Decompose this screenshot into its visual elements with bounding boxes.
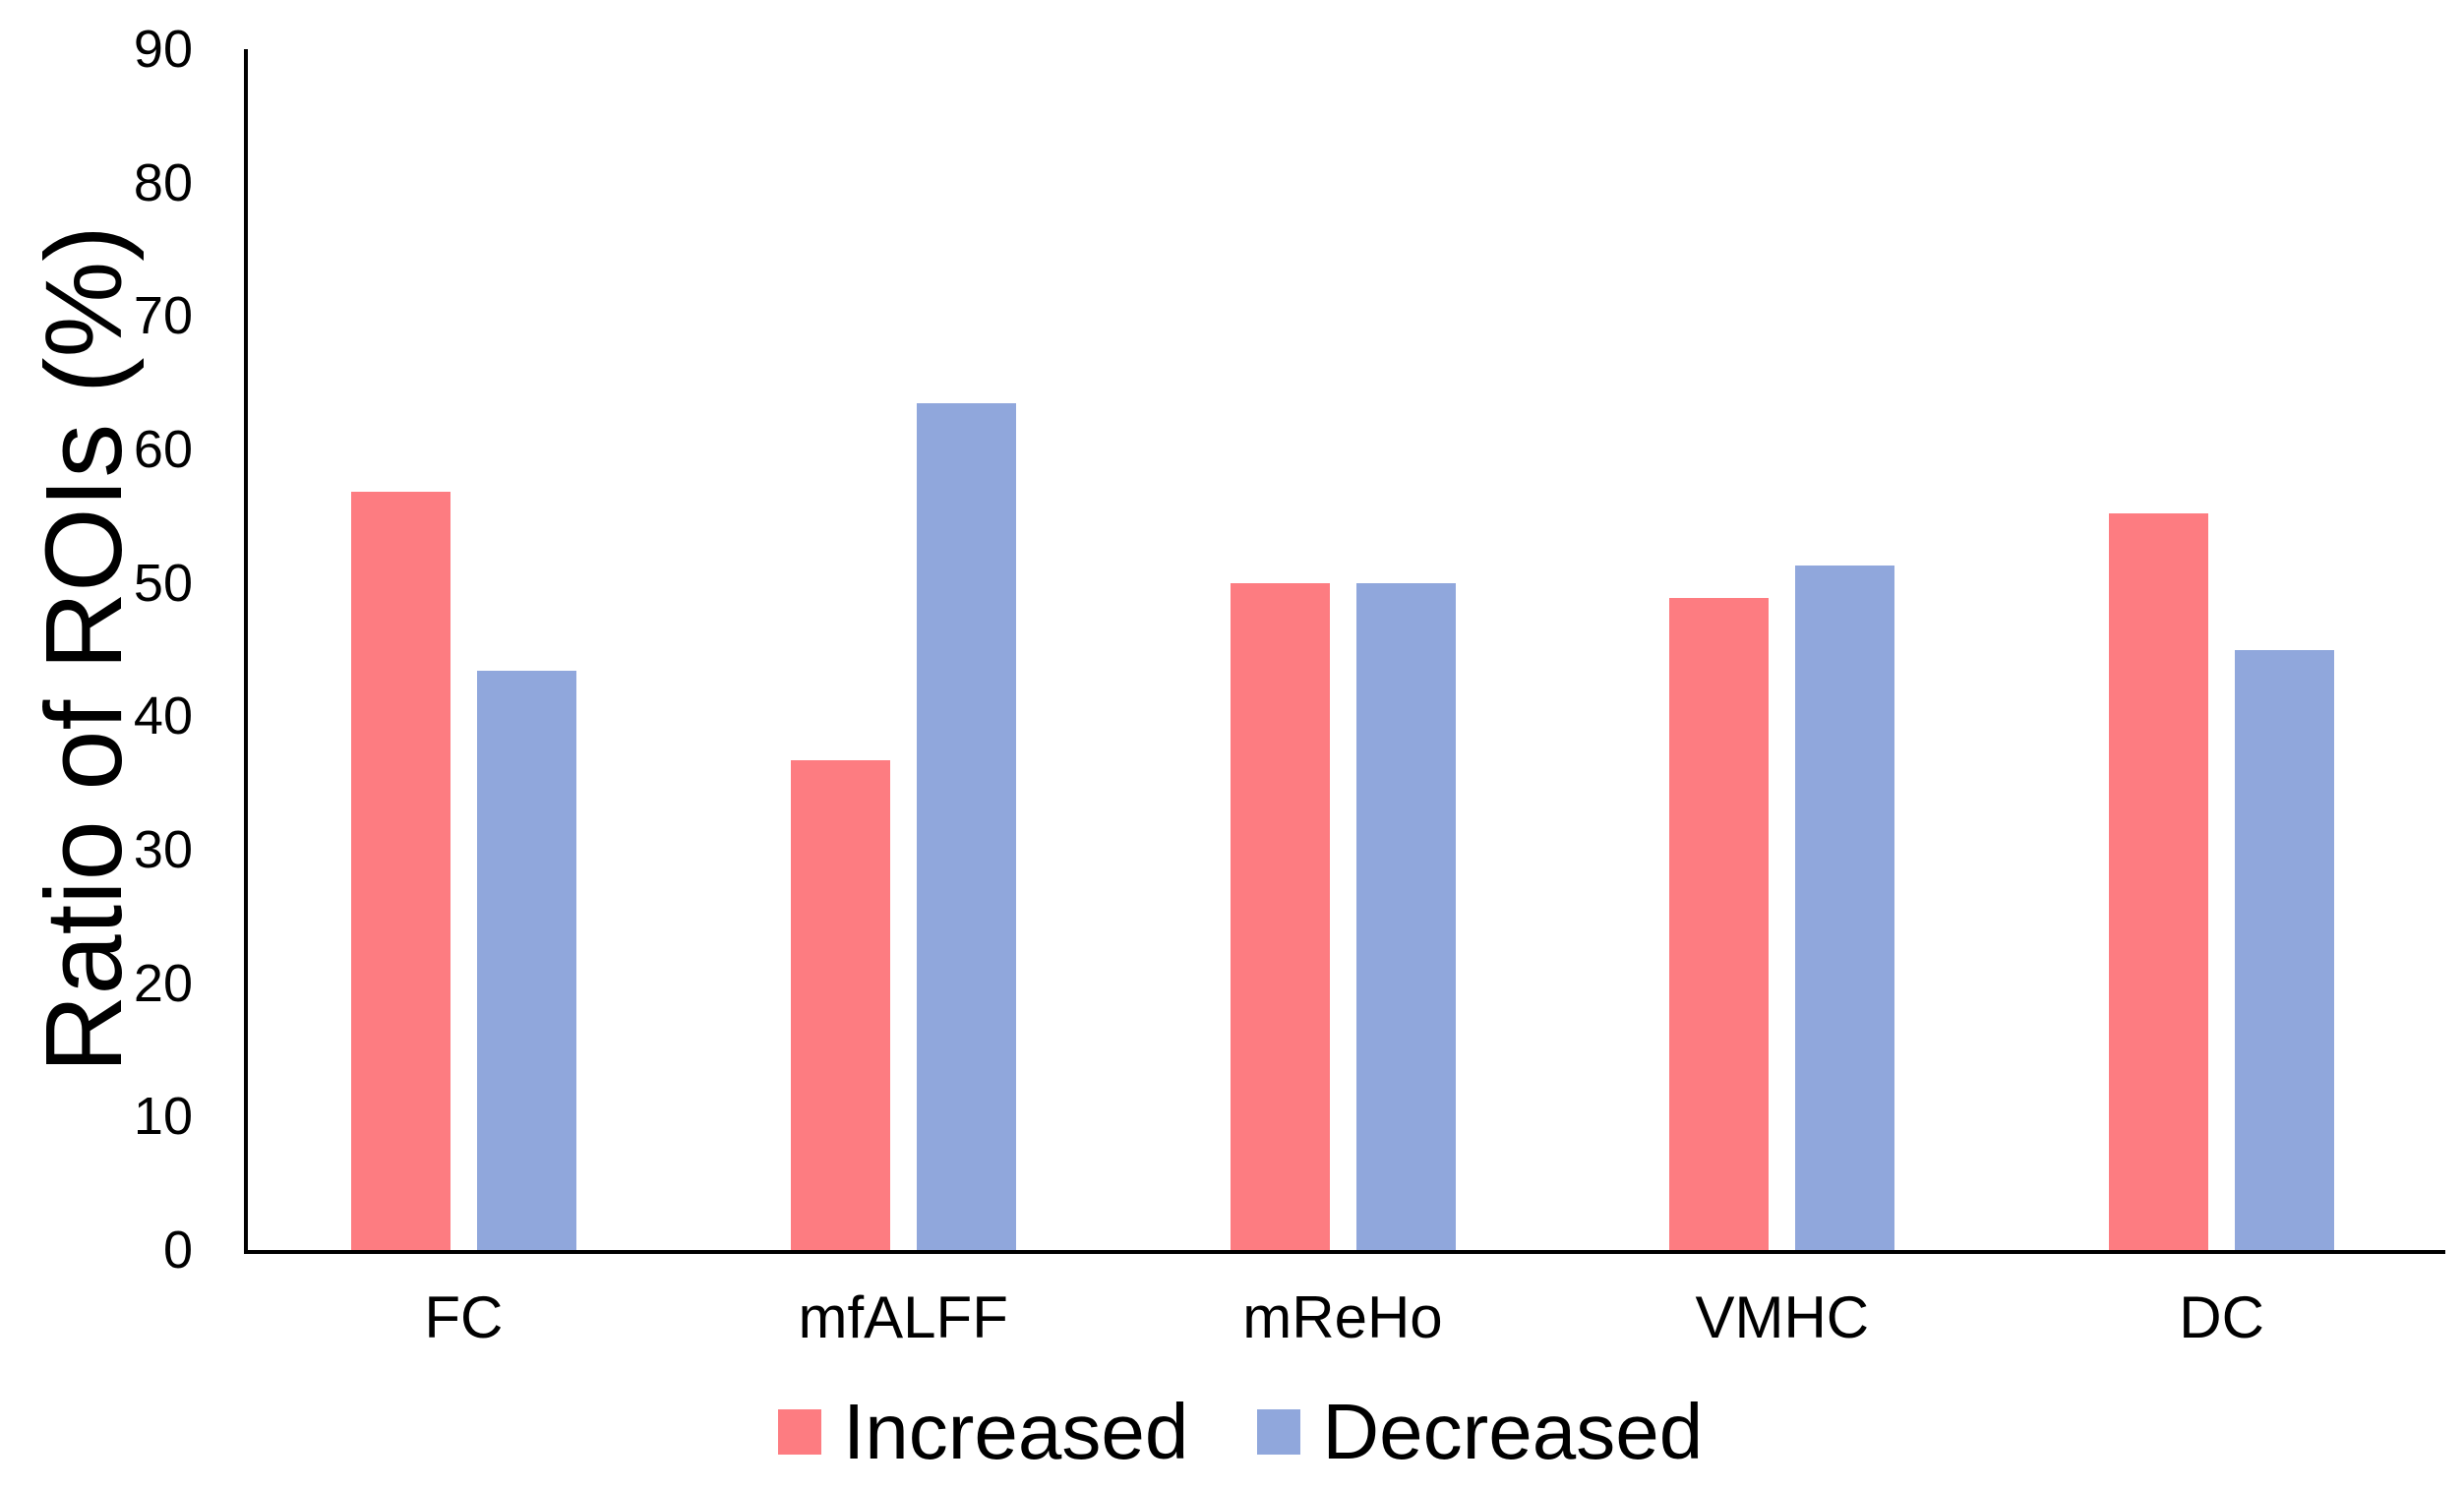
x-category-label-mfalff: mfALFF <box>798 1284 1008 1350</box>
legend-item-increased: Increased <box>778 1385 1188 1479</box>
x-category-label-mreho: mReHo <box>1242 1284 1443 1350</box>
y-tick-label: 90 <box>133 20 193 79</box>
x-category-label-dc: DC <box>2179 1284 2264 1350</box>
bar-decreased-mreho <box>1355 582 1456 1250</box>
bar-decreased-fc <box>476 671 576 1250</box>
legend-swatch-decreased <box>1257 1409 1301 1455</box>
bar-increased-vmhc <box>1669 597 1770 1250</box>
y-tick-label: 50 <box>133 553 193 613</box>
legend-item-decreased: Decreased <box>1257 1385 1703 1479</box>
bar-increased-dc <box>2109 513 2209 1250</box>
legend-swatch-increased <box>778 1409 821 1455</box>
y-tick-label: 0 <box>162 1221 193 1280</box>
y-tick-label: 40 <box>133 686 193 746</box>
plot-area <box>244 49 2445 1254</box>
bar-increased-fc <box>350 492 451 1250</box>
bar-decreased-mfalff <box>916 402 1016 1250</box>
legend: Increased Decreased <box>778 1385 1703 1479</box>
x-category-label-fc: FC <box>424 1284 504 1350</box>
bar-decreased-dc <box>2235 649 2335 1250</box>
y-tick-label: 20 <box>133 953 193 1013</box>
bar-decreased-vmhc <box>1795 566 1895 1250</box>
legend-label-decreased: Decreased <box>1322 1388 1704 1475</box>
y-tick-label: 80 <box>133 152 193 212</box>
bar-increased-mfalff <box>790 760 890 1250</box>
x-category-label-vmhc: VMHC <box>1695 1284 1870 1350</box>
y-tick-label: 30 <box>133 820 193 879</box>
y-tick-label: 60 <box>133 420 193 479</box>
y-tick-label: 70 <box>133 286 193 346</box>
y-tick-label: 10 <box>133 1087 193 1147</box>
bar-increased-mreho <box>1230 582 1330 1250</box>
legend-label-increased: Increased <box>843 1388 1189 1475</box>
